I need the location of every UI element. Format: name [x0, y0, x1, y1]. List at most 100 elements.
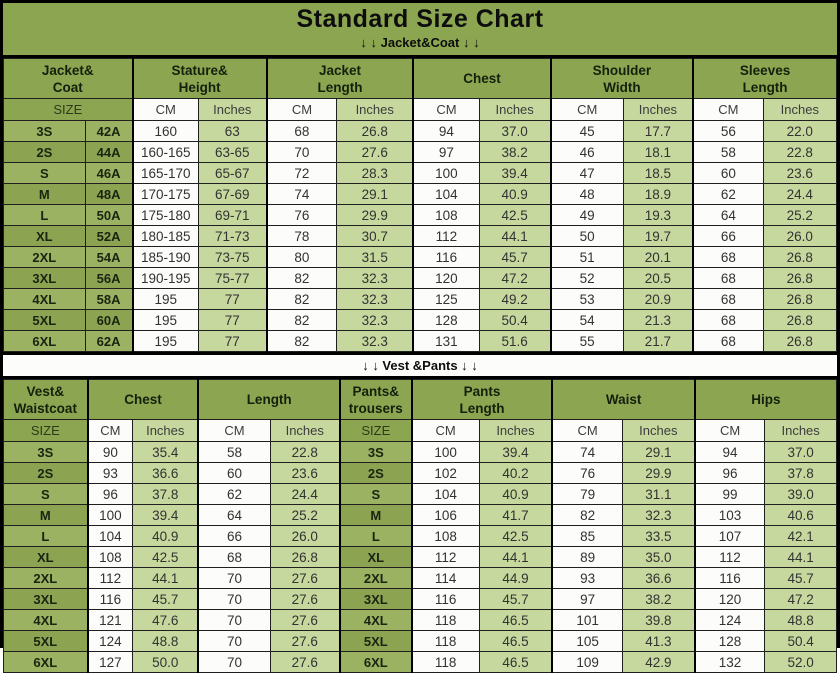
sub-header-inches: Inches: [132, 419, 199, 442]
value-cell: 22.8: [269, 441, 341, 463]
value-cell: 82: [265, 267, 338, 289]
value-cell: 63: [197, 120, 268, 142]
vest-pants-size-table: Vest& Waistcoat Chest Length Pants& trousers P…: [2, 379, 837, 673]
value-cell: 21.3: [622, 309, 694, 331]
value-cell: 128: [693, 630, 766, 652]
value-cell: 68: [197, 546, 271, 568]
value-cell: 51: [549, 246, 624, 268]
value-cell: 48.8: [132, 630, 199, 652]
value-cell: 109: [551, 651, 623, 673]
value-cell: 27.6: [269, 588, 341, 610]
size-cell: 2S: [3, 141, 86, 163]
group-header-length: Length: [197, 379, 341, 420]
value-cell: 78: [265, 225, 338, 247]
table-row: S 96 37.8 62 24.4 S 104 40.9 79 31.1 99 39.0: [2, 483, 837, 505]
value-cell: 22.0: [762, 120, 838, 142]
value-cell: 40.6: [764, 504, 837, 526]
size-cell: 3XL: [2, 588, 89, 610]
value-cell: 124: [693, 609, 766, 631]
value-cell: 116: [693, 567, 766, 589]
size-cell: 3XL: [338, 588, 413, 610]
size-cell: 54A: [84, 246, 134, 268]
value-cell: 32.3: [336, 309, 414, 331]
table-row: L 50A 175-180 69-71 76 29.9 108 42.5 49 19.3 64 25.…: [3, 204, 838, 226]
value-cell: 70: [197, 651, 271, 673]
value-cell: 39.4: [478, 441, 553, 463]
group-header-label: Coat: [52, 79, 83, 95]
value-cell: 32.3: [336, 330, 414, 352]
value-cell: 100: [410, 441, 480, 463]
value-cell: 73-75: [197, 246, 268, 268]
table-row: 4XL 121 47.6 70 27.6 4XL 118 46.5 101 39.8 124 48.8: [2, 609, 837, 631]
jacket-coat-size-table: Jacket& Coat Stature& Height Jacket Length Che…: [2, 58, 838, 352]
value-cell: 35.4: [132, 441, 199, 463]
value-cell: 40.9: [132, 525, 199, 547]
value-cell: 39.8: [621, 609, 696, 631]
value-cell: 36.6: [621, 567, 696, 589]
value-cell: 195: [131, 288, 199, 310]
value-cell: 195: [131, 309, 199, 331]
value-cell: 66: [197, 525, 271, 547]
sub-header-size: SIZE: [2, 419, 89, 442]
value-cell: 68: [692, 246, 764, 268]
size-cell: XL: [2, 546, 89, 568]
value-cell: 24.4: [269, 483, 341, 505]
size-cell: XL: [338, 546, 413, 568]
sub-header-cm: CM: [412, 98, 480, 121]
sub-header-inches: Inches: [621, 419, 696, 442]
size-cell: L: [3, 204, 86, 226]
table-row: M 100 39.4 64 25.2 M 106 41.7 82 32.3 103 40.6: [2, 504, 837, 526]
size-cell: 46A: [84, 162, 134, 184]
value-cell: 112: [412, 225, 480, 247]
table-row: 5XL 60A 195 77 82 32.3 128 50.4 54 21.3 68 26.8: [3, 309, 838, 331]
sub-header-inches: Inches: [197, 98, 268, 121]
value-cell: 26.0: [762, 225, 838, 247]
value-cell: 112: [693, 546, 766, 568]
table-row: 3S 90 35.4 58 22.8 3S 100 39.4 74 29.1 94 37.0: [2, 441, 837, 463]
value-cell: 23.6: [269, 462, 341, 484]
value-cell: 44.1: [764, 546, 837, 568]
value-cell: 51.6: [478, 330, 552, 352]
value-cell: 39.4: [132, 504, 199, 526]
value-cell: 55: [549, 330, 624, 352]
value-cell: 42.9: [621, 651, 696, 673]
sub-header-cm: CM: [197, 419, 271, 442]
table-row: 5XL 124 48.8 70 27.6 5XL 118 46.5 105 41.3 128 50.4: [2, 630, 837, 652]
size-cell: 6XL: [3, 330, 86, 352]
chart-header-block: Standard Size Chart ↓ ↓ Jacket&Coat ↓ ↓: [3, 3, 837, 58]
size-cell: 5XL: [338, 630, 413, 652]
value-cell: 49: [549, 204, 624, 226]
table-row: L 104 40.9 66 26.0 L 108 42.5 85 33.5 107 42.1: [2, 525, 837, 547]
table-row: M 48A 170-175 67-69 74 29.1 104 40.9 48 18.9 62 24.…: [3, 183, 838, 205]
value-cell: 48.8: [764, 609, 837, 631]
value-cell: 20.9: [622, 288, 694, 310]
size-cell: L: [338, 525, 413, 547]
table-row: S 46A 165-170 65-67 72 28.3 100 39.4 47 18.5 60 23.…: [3, 162, 838, 184]
value-cell: 19.7: [622, 225, 694, 247]
size-cell: 48A: [84, 183, 134, 205]
value-cell: 26.8: [762, 246, 838, 268]
value-cell: 68: [692, 288, 764, 310]
value-cell: 70: [265, 141, 338, 163]
size-cell: S: [338, 483, 413, 505]
value-cell: 175-180: [131, 204, 199, 226]
value-cell: 68: [692, 309, 764, 331]
value-cell: 18.1: [622, 141, 694, 163]
size-cell: 2S: [338, 462, 413, 484]
value-cell: 42.5: [478, 204, 552, 226]
value-cell: 68: [692, 330, 764, 352]
value-cell: 26.8: [269, 546, 341, 568]
sub-header-inches: Inches: [762, 98, 838, 121]
value-cell: 26.8: [762, 288, 838, 310]
value-cell: 50.0: [132, 651, 199, 673]
value-cell: 37.0: [478, 120, 552, 142]
value-cell: 45.7: [132, 588, 199, 610]
value-cell: 35.0: [621, 546, 696, 568]
value-cell: 104: [412, 183, 480, 205]
value-cell: 190-195: [131, 267, 199, 289]
value-cell: 46.5: [478, 630, 553, 652]
value-cell: 41.7: [478, 504, 553, 526]
table-row: 6XL 127 50.0 70 27.6 6XL 118 46.5 109 42.9 132 52.0: [2, 651, 837, 673]
value-cell: 120: [693, 588, 766, 610]
value-cell: 27.6: [269, 651, 341, 673]
